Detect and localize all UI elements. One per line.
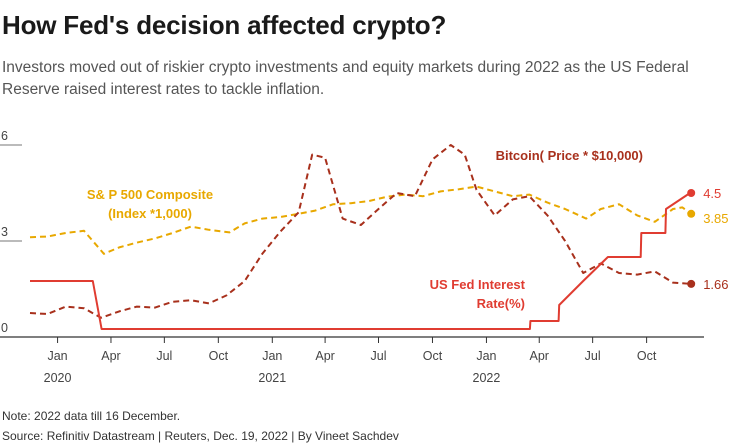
- line-chart: 0 3 6 Jan 2020 Apr Jul Oct Jan 2021 Apr Jul Oct Jan 20…: [0, 129, 729, 385]
- x-tick-label: Oct: [637, 349, 657, 363]
- source-credit: Source: Refinitiv Datastream | Reuters, …: [2, 429, 399, 443]
- x-tick-label: Jul: [156, 349, 172, 363]
- y-tick-label: 6: [1, 129, 8, 143]
- x-year-label: 2020: [44, 371, 72, 385]
- x-tick-label: Jan: [47, 349, 67, 363]
- x-tick-label: Apr: [101, 349, 120, 363]
- y-tick-label: 0: [1, 321, 8, 335]
- series-end-marker: [687, 189, 696, 197]
- series-lines: [29, 144, 696, 330]
- series-line-2: [30, 192, 692, 330]
- x-tick-label: Jul: [585, 349, 601, 363]
- x-tick-label: Apr: [315, 349, 334, 363]
- chart-title: How Fed's decision affected crypto?: [2, 10, 447, 40]
- x-tick-label: Jul: [371, 349, 387, 363]
- series-line-1: [29, 144, 692, 319]
- series-end-marker: [687, 209, 696, 218]
- series-end-label: 3.85: [703, 211, 728, 226]
- x-year-label: 2021: [258, 371, 286, 385]
- footnote: Note: 2022 data till 16 December.: [2, 409, 181, 423]
- x-tick-label: Oct: [423, 349, 443, 363]
- series-labels: 3.85 S& P 500 Composite (Index *1,000) 1.66…: [87, 148, 729, 311]
- series-name-label: (Index *1,000): [108, 206, 192, 221]
- x-tick-label: Jan: [476, 349, 496, 363]
- series-end-label: 4.5: [703, 186, 721, 201]
- series-line-0: [29, 185, 692, 255]
- x-tick-label: Jan: [262, 349, 282, 363]
- series-name-label: Bitcoin( Price * $10,000): [496, 148, 643, 163]
- axes: 0 3 6 Jan 2020 Apr Jul Oct Jan 2021 Apr Jul Oct Jan 20…: [0, 129, 704, 385]
- series-name-label: S& P 500 Composite: [87, 187, 213, 202]
- chart-subtitle: Investors moved out of riskier crypto in…: [2, 59, 689, 98]
- series-name-label: Rate(%): [477, 296, 525, 311]
- series-end-label: 1.66: [703, 277, 728, 292]
- x-tick-label: Oct: [209, 349, 229, 363]
- x-year-label: 2022: [473, 371, 501, 385]
- series-name-label: US Fed Interest: [430, 277, 526, 292]
- series-end-marker: [687, 279, 696, 288]
- x-tick-label: Apr: [530, 349, 549, 363]
- y-tick-label: 3: [1, 225, 8, 239]
